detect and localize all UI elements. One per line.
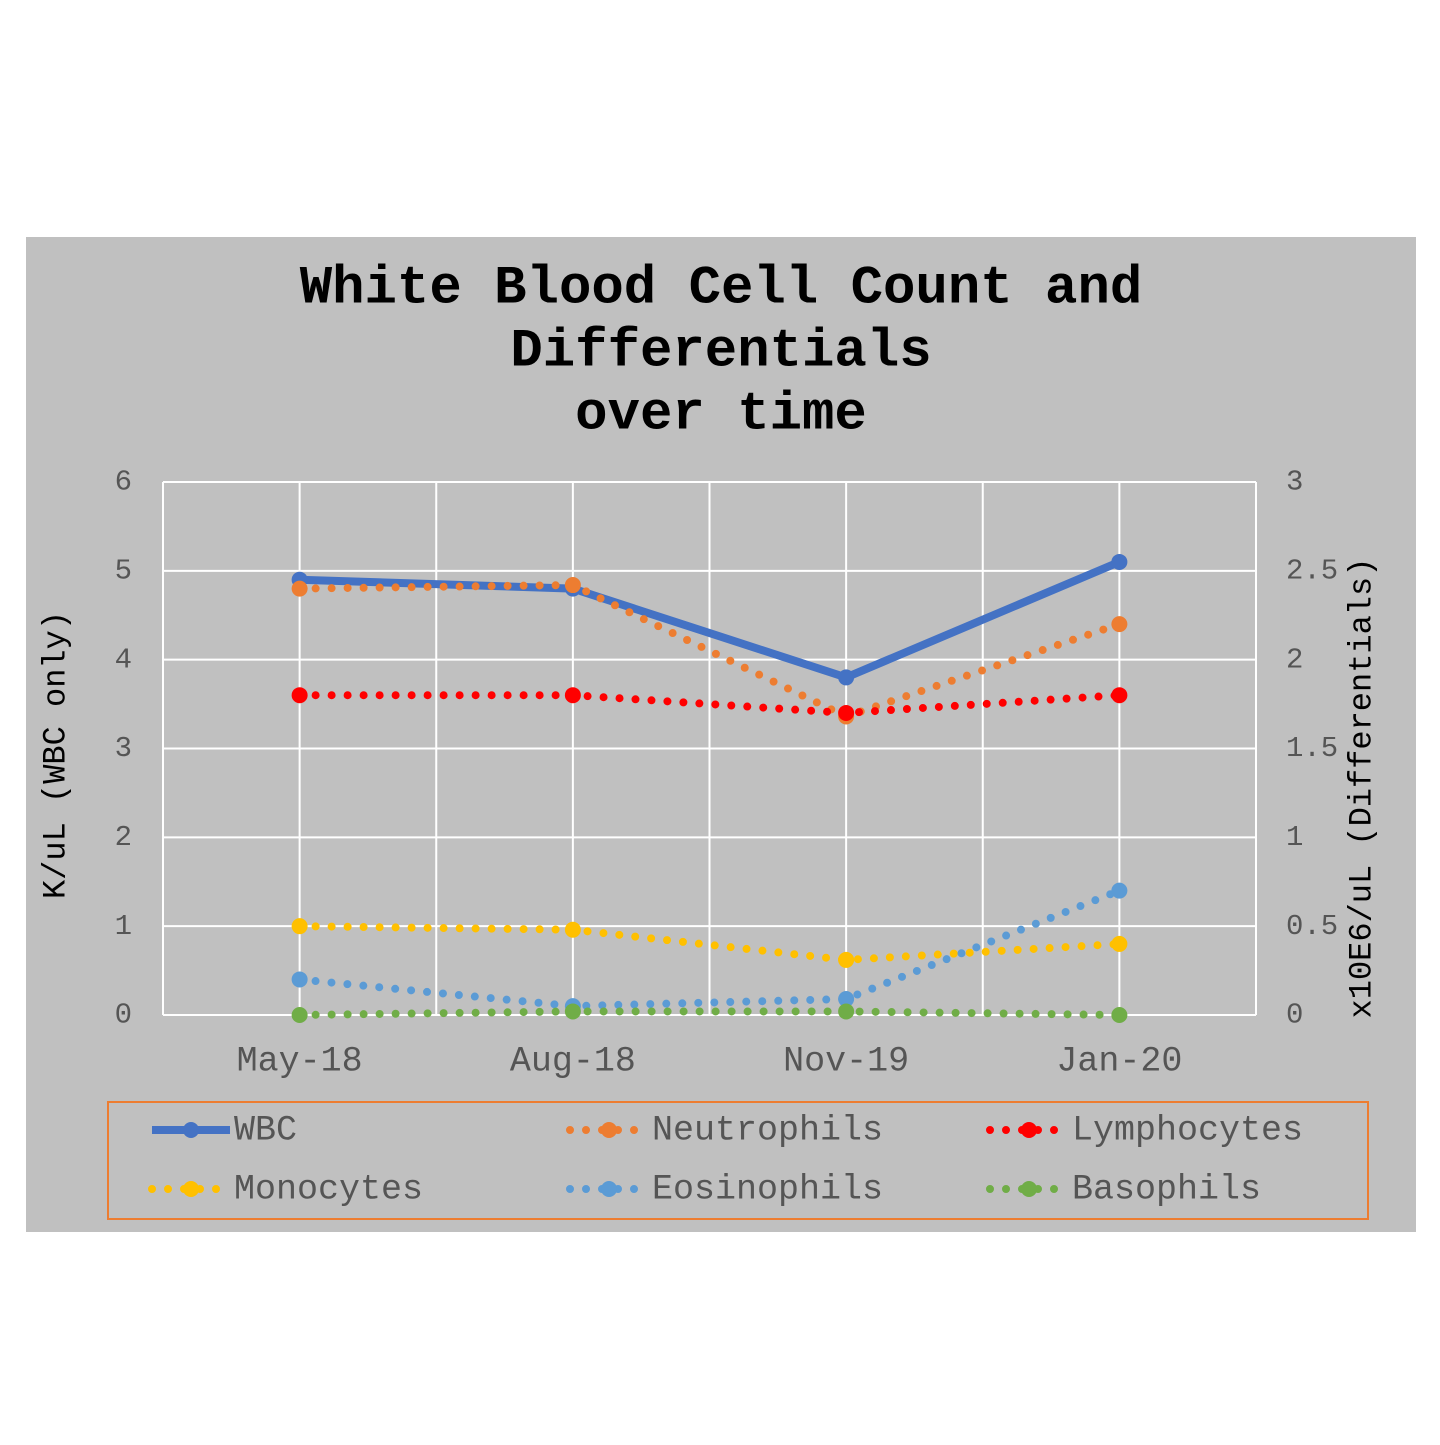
y-tick-label: 3	[115, 732, 132, 765]
legend-marker	[1021, 1122, 1037, 1138]
chart-title: Differentials	[510, 321, 931, 382]
data-point	[291, 580, 308, 597]
legend-label: Monocytes	[234, 1169, 423, 1209]
chart-title: White Blood Cell Count and	[300, 258, 1143, 319]
y-axis-label: K/uL (WBC only)	[37, 611, 74, 899]
y2-tick-label: 2	[1286, 643, 1303, 676]
data-point	[1111, 553, 1128, 570]
series-line	[295, 581, 1124, 721]
chart-title: over time	[575, 384, 867, 445]
data-point	[838, 951, 855, 968]
data-point	[564, 577, 581, 594]
data-point	[291, 971, 308, 988]
x-tick-label: May-18	[237, 1041, 363, 1081]
data-point	[564, 687, 581, 704]
legend-marker	[1021, 1181, 1037, 1197]
y-tick-label: 2	[115, 821, 132, 854]
y2-tick-label: 1	[1286, 821, 1303, 854]
y2-tick-label: 0.5	[1286, 910, 1338, 943]
y-tick-label: 4	[115, 643, 132, 676]
y-tick-label: 0	[115, 999, 132, 1032]
data-point	[1111, 1007, 1128, 1023]
legend-marker	[183, 1122, 199, 1138]
x-tick-label: Nov-19	[783, 1041, 909, 1081]
data-point	[564, 921, 581, 938]
x-tick-label: Aug-18	[510, 1041, 636, 1081]
y2-tick-label: 1.5	[1286, 732, 1338, 765]
data-point	[291, 918, 308, 935]
x-tick-label: Jan-20	[1056, 1041, 1182, 1081]
legend-label: Neutrophils	[652, 1110, 883, 1150]
y-tick-label: 1	[115, 910, 132, 943]
legend-marker	[183, 1181, 199, 1197]
legend-label: Basophils	[1072, 1169, 1261, 1209]
y2-tick-label: 2.5	[1286, 554, 1338, 587]
data-point	[838, 704, 855, 721]
data-point	[1111, 687, 1128, 704]
data-point	[838, 1003, 855, 1020]
legend-label: Eosinophils	[652, 1169, 883, 1209]
data-point	[838, 991, 855, 1008]
y2-axis-label: x10E6/uL (Differentials)	[1343, 558, 1380, 1019]
legend-marker	[601, 1181, 617, 1197]
y-tick-label: 6	[115, 466, 132, 499]
y-tick-label: 5	[115, 554, 132, 587]
y2-tick-label: 0	[1286, 999, 1303, 1032]
legend-label: Lymphocytes	[1072, 1110, 1303, 1150]
data-point	[564, 1003, 581, 1020]
data-point	[291, 687, 308, 704]
y2-tick-label: 3	[1286, 466, 1303, 499]
data-point	[1111, 616, 1128, 633]
legend-label: WBC	[234, 1110, 297, 1150]
legend-marker	[601, 1122, 617, 1138]
data-point	[1111, 935, 1128, 952]
data-point	[291, 1007, 308, 1023]
data-point	[838, 669, 855, 686]
legend-box	[107, 1101, 1369, 1220]
data-point	[1111, 882, 1128, 899]
chart-background	[26, 237, 1416, 1232]
series-line	[299, 558, 1121, 682]
series-line	[295, 922, 1124, 964]
